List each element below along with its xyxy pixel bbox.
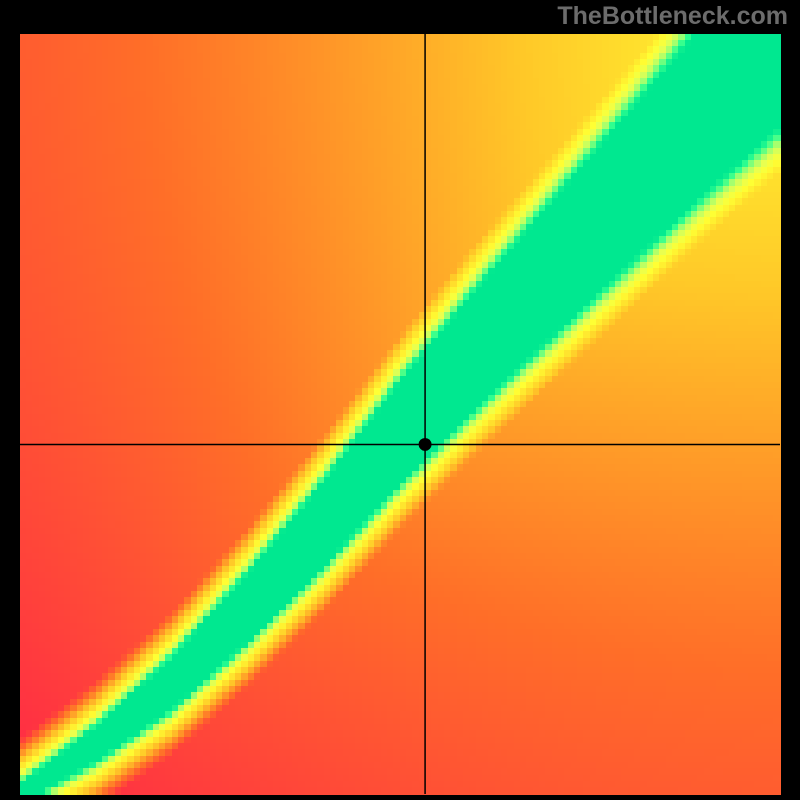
watermark-text: TheBottleneck.com: [557, 2, 788, 31]
bottleneck-heatmap: [0, 0, 800, 800]
chart-container: TheBottleneck.com: [0, 0, 800, 800]
